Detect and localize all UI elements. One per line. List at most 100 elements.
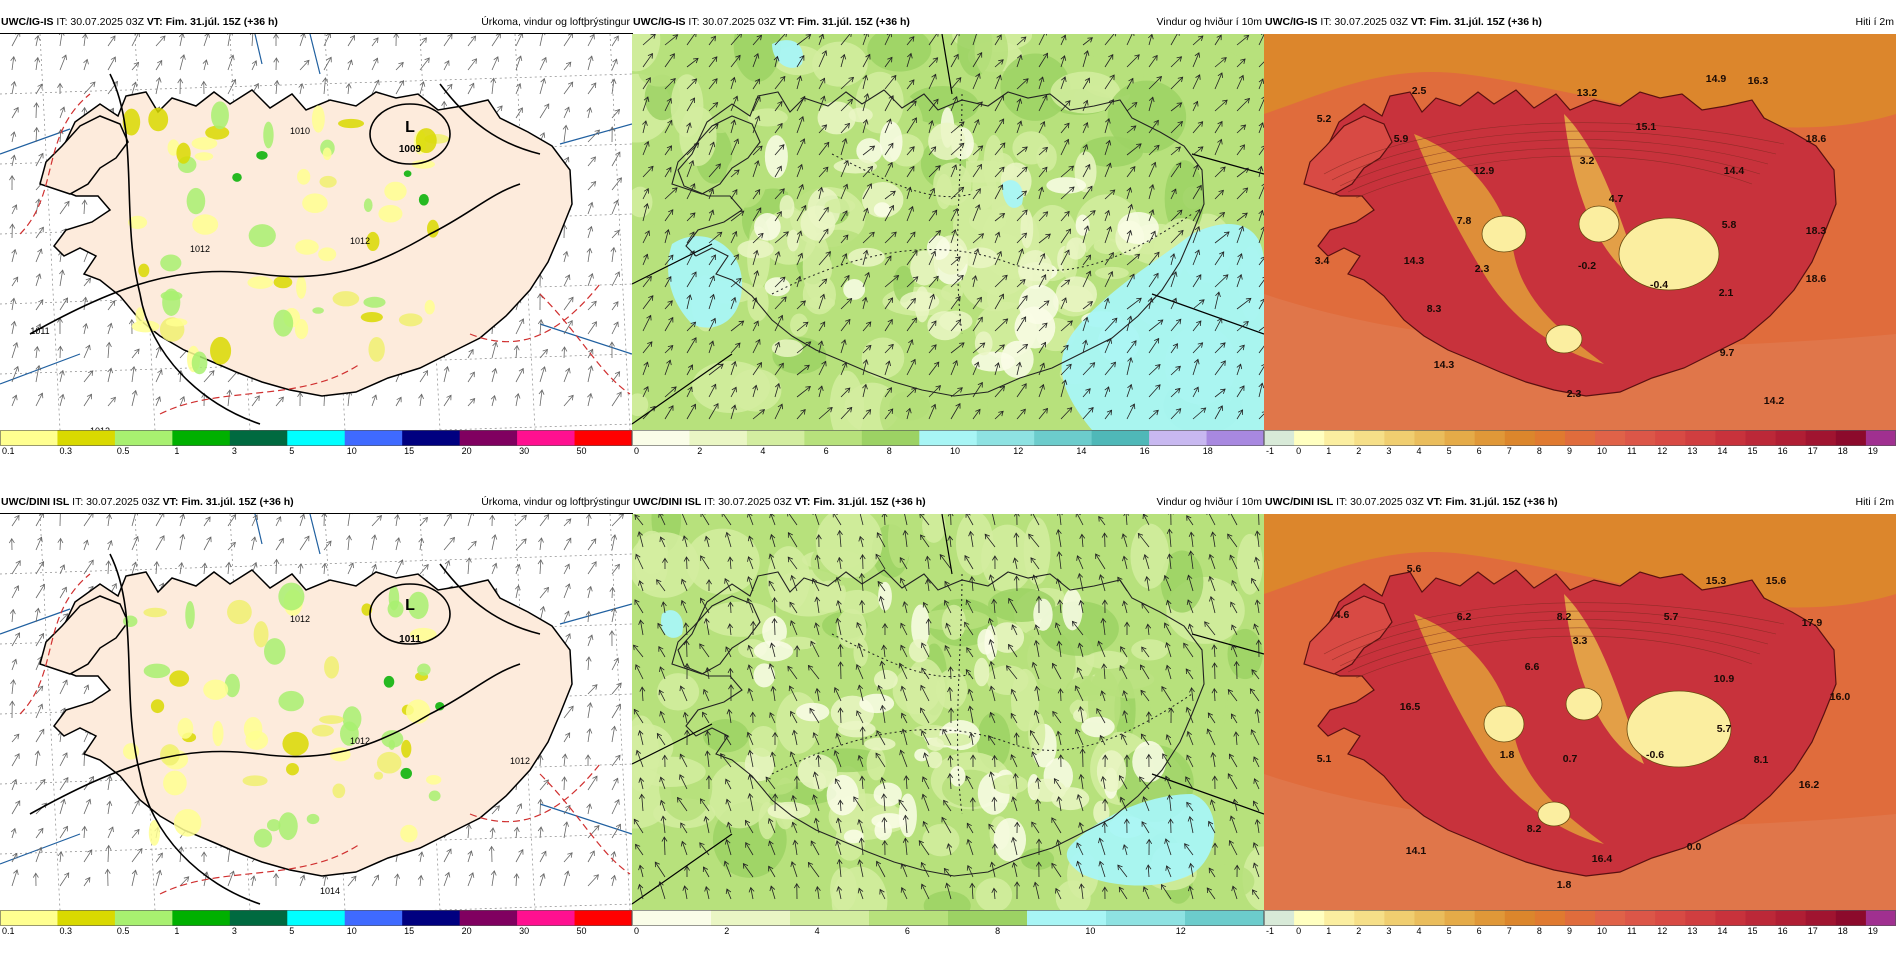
color-scale-bar xyxy=(0,430,632,446)
glacier-cold-area xyxy=(1482,216,1526,252)
color-scale-segment xyxy=(632,910,712,926)
temperature-value: 18.3 xyxy=(1806,225,1827,237)
color-scale-segment xyxy=(1776,910,1807,926)
color-scale-segment xyxy=(1595,910,1626,926)
scale-tick-label: 0 xyxy=(1296,446,1301,456)
color-scale-bar xyxy=(632,430,1264,446)
temperature-value: 4.6 xyxy=(1335,609,1350,621)
run-info: UWC/IG-IS IT: 30.07.2025 03Z VT: Fim. 31… xyxy=(1265,12,1542,32)
color-scale-segment xyxy=(1185,910,1264,926)
scale-tick-label: 50 xyxy=(577,926,587,936)
temperature-value: 10.9 xyxy=(1714,673,1735,685)
valid-time: VT: Fim. 31.júl. 15Z (+36 h) xyxy=(1427,496,1558,508)
model-name: UWC/IG-IS xyxy=(1265,16,1318,28)
scale-tick-label: 12 xyxy=(1657,446,1667,456)
temperature-value: 14.4 xyxy=(1724,165,1745,177)
temperature-value: 5.7 xyxy=(1717,723,1732,735)
color-scale-segment xyxy=(0,430,58,446)
scale-tick-label: 15 xyxy=(404,446,414,456)
glacier-cold-area xyxy=(1538,802,1570,826)
scale-tick-label: 10 xyxy=(347,446,357,456)
temperature-value: 14.9 xyxy=(1706,73,1727,85)
scale-tick-label: 2 xyxy=(697,446,702,456)
scale-tick-label: 10 xyxy=(950,446,960,456)
scale-tick-label: 18 xyxy=(1203,446,1213,456)
temperature-value: 14.1 xyxy=(1406,845,1427,857)
scale-tick-label: 4 xyxy=(1416,926,1421,936)
color-scale-segment xyxy=(747,430,805,446)
wind-map-svg xyxy=(632,34,1264,430)
color-scale-segment xyxy=(1685,910,1716,926)
color-scale-segment xyxy=(0,910,58,926)
scale-tick-label: 20 xyxy=(462,926,472,936)
color-scale-bar xyxy=(1264,430,1896,446)
color-scale-segment xyxy=(1027,910,1107,926)
color-scale-segment xyxy=(1806,430,1837,446)
color-scale-bar xyxy=(1264,910,1896,926)
scale-tick-label: 16 xyxy=(1778,926,1788,936)
scale-tick-label: 15 xyxy=(404,926,414,936)
color-scale-svg xyxy=(0,430,632,446)
scale-tick-label: 3 xyxy=(232,446,237,456)
temperature-value: 18.6 xyxy=(1806,273,1827,285)
temperature-value: 0.7 xyxy=(1563,753,1578,765)
glacier-cold-area xyxy=(1579,206,1619,242)
panel-header: UWC/DINI ISL IT: 30.07.2025 03Z VT: Fim.… xyxy=(1264,492,1896,512)
temperature-value: 1.8 xyxy=(1557,879,1572,891)
temperature-value: 5.2 xyxy=(1317,113,1332,125)
temperature-value: 15.3 xyxy=(1706,575,1727,587)
color-scale-segment xyxy=(287,910,345,926)
color-scale-svg xyxy=(632,430,1264,446)
color-scale-segment xyxy=(1264,910,1295,926)
temperature-value: 1.8 xyxy=(1500,749,1515,761)
scale-tick-label: 0.5 xyxy=(117,926,130,936)
scale-tick-label: 17 xyxy=(1808,446,1818,456)
low-pressure-marker: L xyxy=(405,119,415,136)
color-scale-segment xyxy=(1324,430,1355,446)
temperature-value: -0.6 xyxy=(1646,749,1664,761)
color-scale-segment xyxy=(1034,430,1092,446)
scale-tick-label: 18 xyxy=(1838,446,1848,456)
scale-tick-label: 15 xyxy=(1748,926,1758,936)
color-scale-segment xyxy=(1565,910,1596,926)
color-scale-segment xyxy=(1445,430,1476,446)
wind-map xyxy=(632,34,1264,430)
color-scale-bar xyxy=(632,910,1264,926)
run-info: UWC/IG-IS IT: 30.07.2025 03Z VT: Fim. 31… xyxy=(1,12,278,32)
initial-time: IT: 30.07.2025 03Z xyxy=(72,496,162,508)
color-scale-segment xyxy=(1445,910,1476,926)
wind-map-svg xyxy=(632,514,1264,910)
pressure-value: 1012 xyxy=(190,244,210,254)
color-scale-segment xyxy=(1655,910,1686,926)
color-scale-segment xyxy=(1475,910,1506,926)
color-scale-segment xyxy=(1505,910,1536,926)
scale-tick-label: 11 xyxy=(1627,926,1636,936)
panel-title: Úrkoma, vindur og loftþrýstingur xyxy=(481,12,630,32)
panel-title: Hiti í 2m xyxy=(1855,12,1894,32)
pressure-value: 1011 xyxy=(399,634,421,645)
color-scale-segment xyxy=(115,430,173,446)
color-scale-segment xyxy=(1776,430,1807,446)
color-scale-segment xyxy=(977,430,1035,446)
color-scale-segment xyxy=(948,910,1028,926)
color-scale-segment xyxy=(862,430,920,446)
scale-tick-label: 3 xyxy=(232,926,237,936)
color-scale-bar xyxy=(0,910,632,926)
scale-tick-label: 3 xyxy=(1386,446,1391,456)
initial-time: IT: 30.07.2025 03Z xyxy=(1320,16,1410,28)
color-scale-segment xyxy=(57,910,115,926)
panel-header: UWC/IG-IS IT: 30.07.2025 03Z VT: Fim. 31… xyxy=(0,12,632,32)
color-scale-segment xyxy=(1625,910,1656,926)
temperature-value: 0.0 xyxy=(1687,841,1702,853)
scale-tick-label: 0 xyxy=(1296,926,1301,936)
color-scale-segment xyxy=(345,430,403,446)
glacier-cold-area xyxy=(1619,218,1719,290)
scale-tick-label: 19 xyxy=(1868,926,1878,936)
scale-tick-label: 8 xyxy=(1537,926,1542,936)
color-scale-svg xyxy=(632,910,1264,926)
panel-title: Vindur og hviður í 10m xyxy=(1157,492,1262,512)
